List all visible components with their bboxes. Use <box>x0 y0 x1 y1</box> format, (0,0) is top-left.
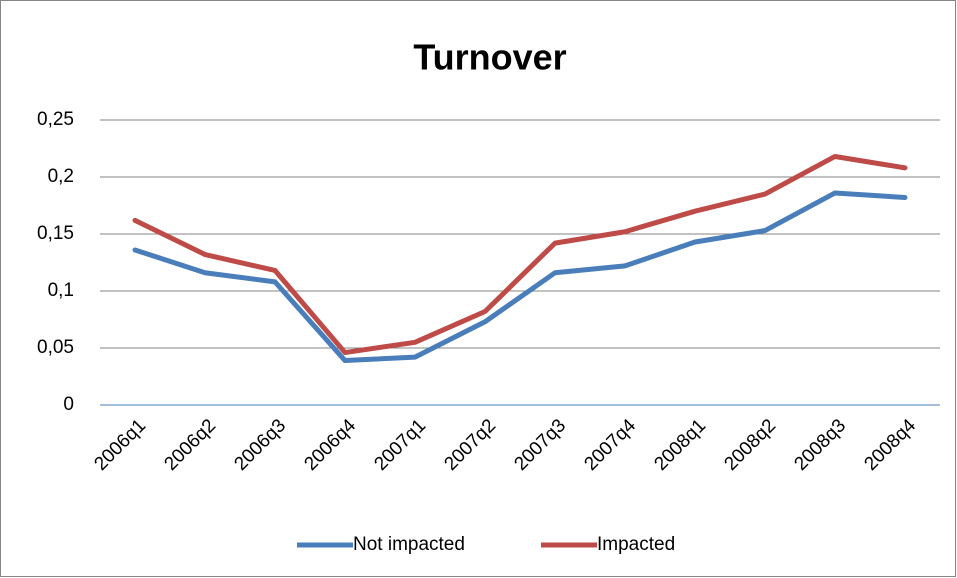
y-tick-label: 0,05 <box>37 337 74 358</box>
y-tick-label: 0,15 <box>37 223 74 244</box>
y-tick-label: 0,25 <box>37 109 74 130</box>
y-tick-label: 0,2 <box>48 166 74 187</box>
legend-label: Impacted <box>597 534 675 555</box>
series-line <box>132 190 908 364</box>
legend-label: Not impacted <box>353 534 465 555</box>
chart-title: Turnover <box>413 37 566 78</box>
series-line <box>132 153 908 356</box>
y-tick-label: 0,1 <box>48 280 74 301</box>
y-tick-label: 0 <box>63 394 74 415</box>
